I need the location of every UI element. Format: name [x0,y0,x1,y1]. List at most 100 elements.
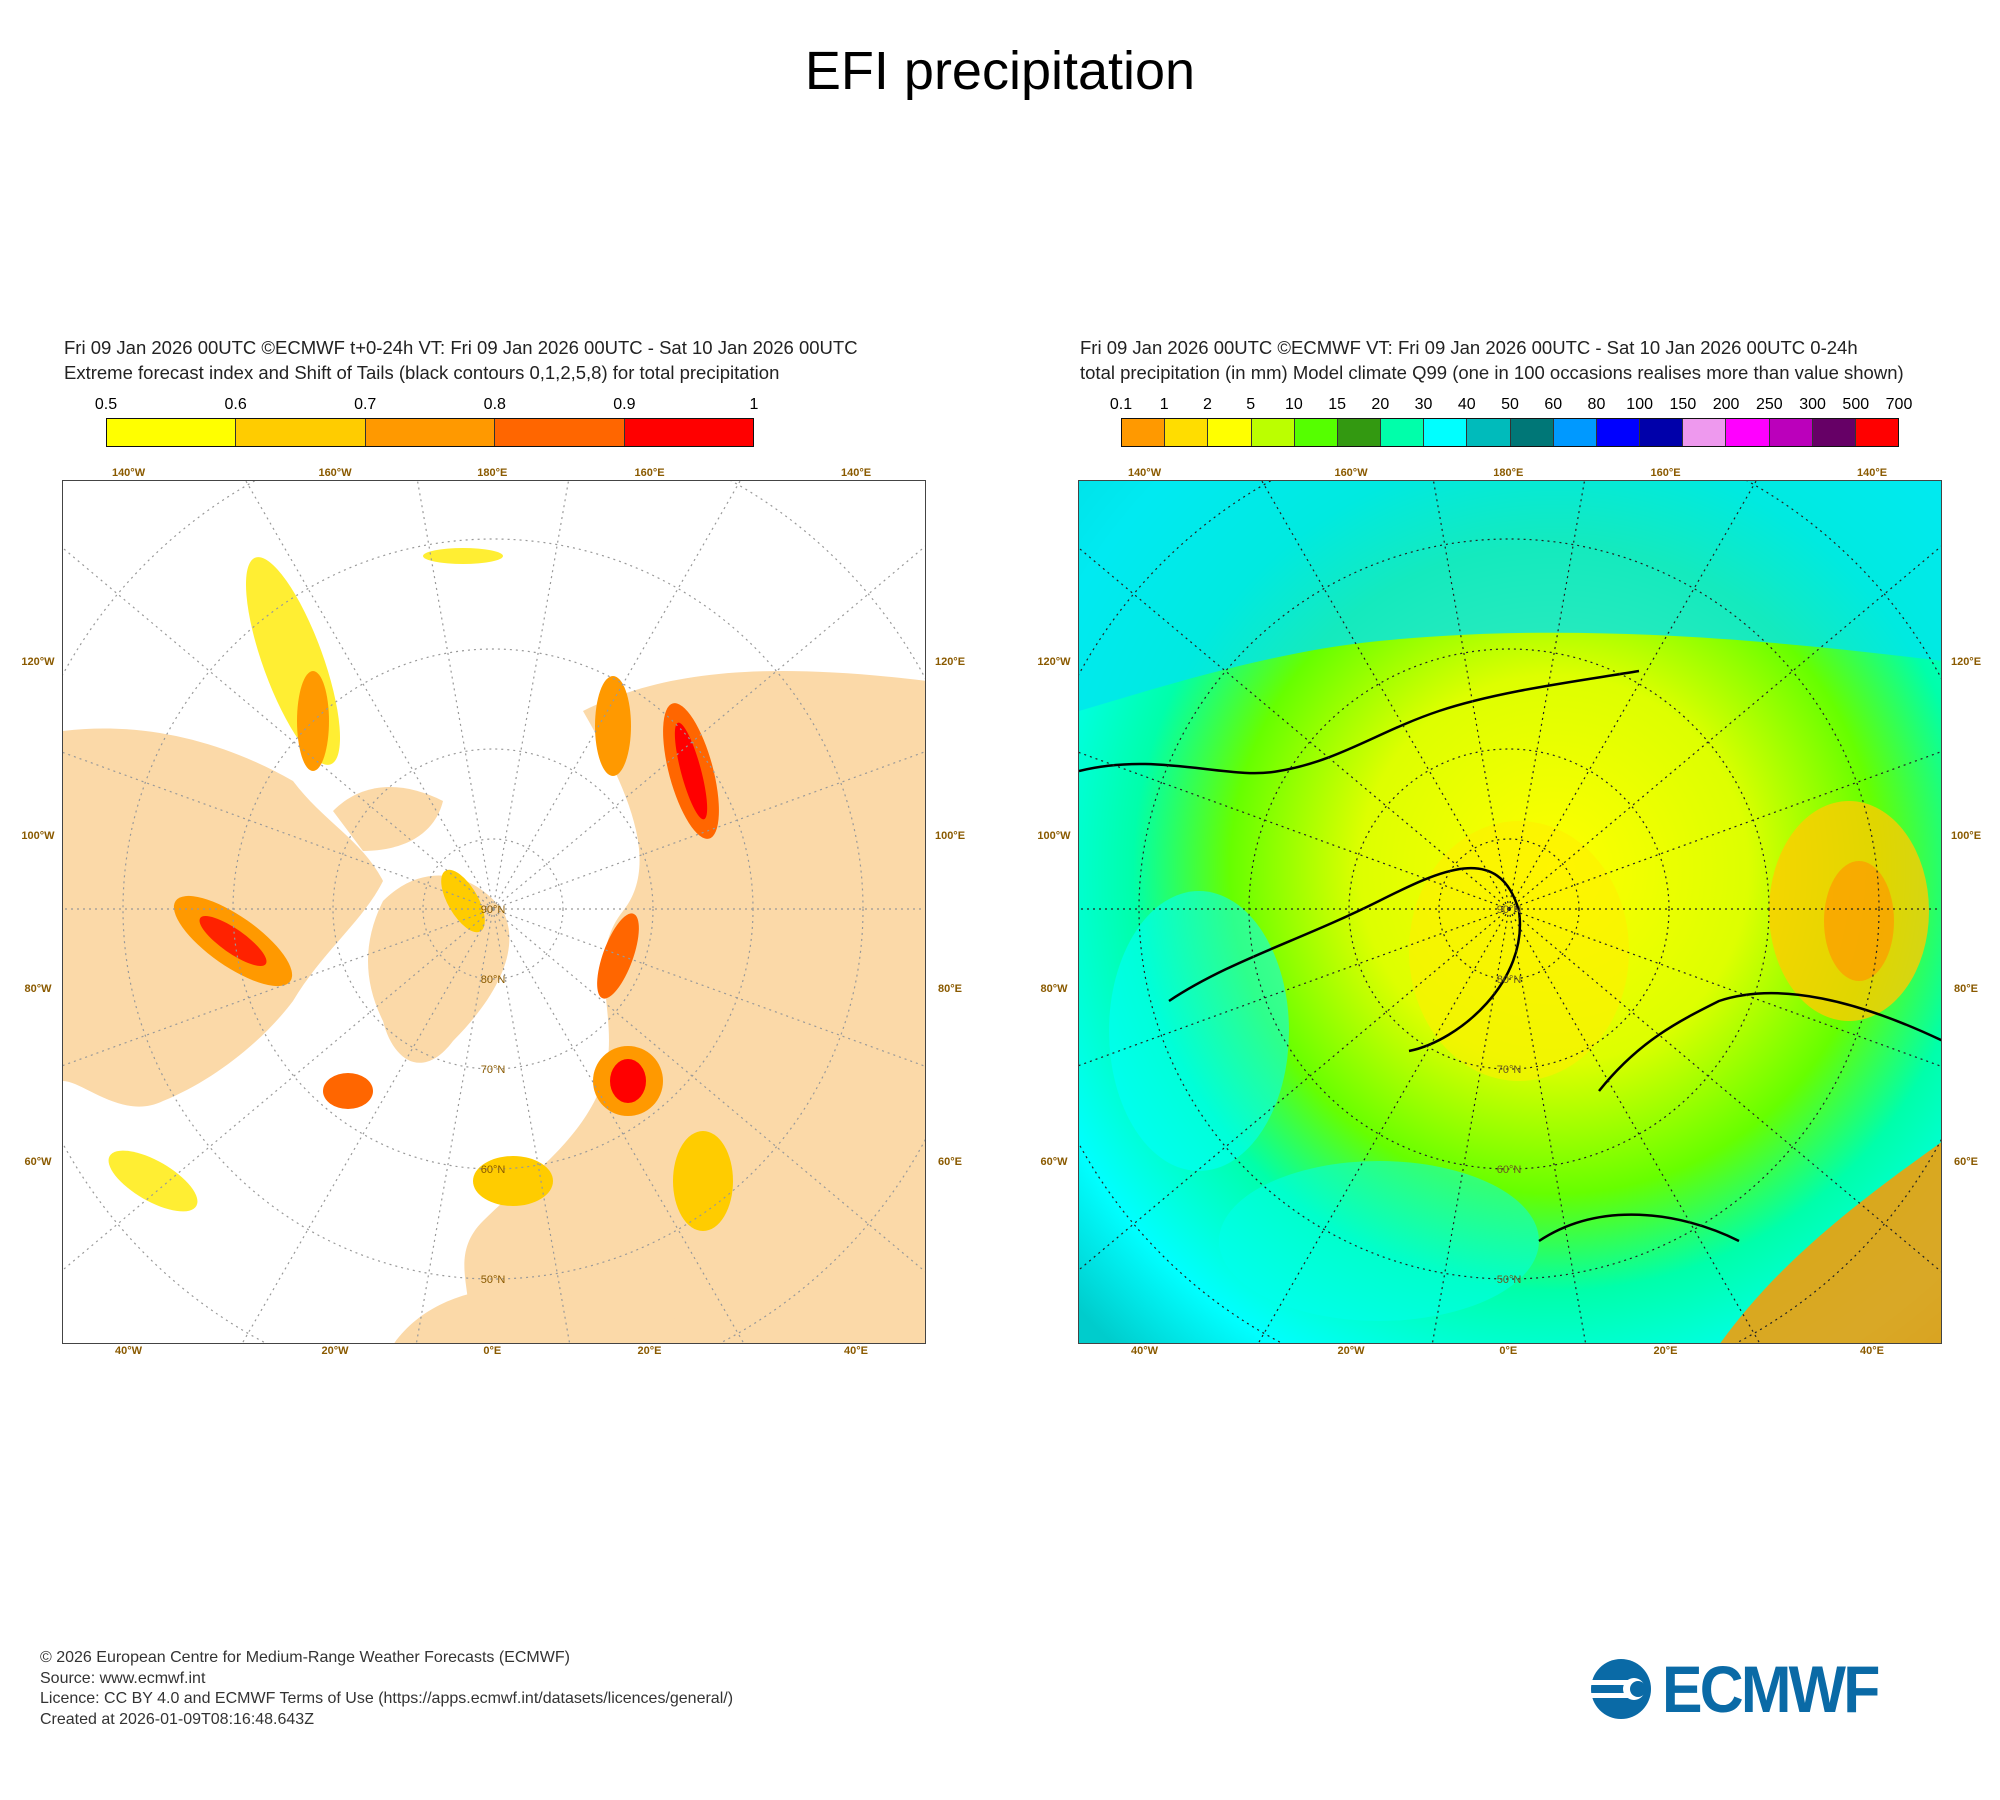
footer-licence: Licence: CC BY 4.0 and ECMWF Terms of Us… [40,1690,734,1707]
colorbar-label: 700 [1885,396,1913,413]
colorbar-swatch [1769,419,1813,446]
axis-label: 180°E [1493,467,1524,479]
colorbar-label: 0.9 [613,396,636,413]
colorbar-swatch [624,419,754,446]
axis-label: 0°E [1499,1345,1518,1357]
colorbar-label: 2 [1202,396,1212,413]
meridian-line [492,481,741,910]
colorbar-label: 150 [1669,396,1697,413]
colorbar-swatch [1122,419,1166,446]
axis-label: 160°E [1650,467,1681,479]
footer-copyright: © 2026 European Centre for Medium-Range … [40,1649,570,1666]
colorbar-label: 20 [1371,396,1390,413]
axis-label: 40°E [844,1345,869,1357]
axis-label: 140°E [1856,467,1888,479]
efi-map-canvas: 90°N80°N70°N60°N50°N40°N30°N [63,481,925,1343]
colorbar-label: 0.8 [483,396,506,413]
colorbar-label: 80 [1587,396,1606,413]
colorbar-swatch [1381,419,1425,446]
meridian-line [415,908,494,1343]
axis-label: 100°W [1037,829,1071,842]
meridian-line [1508,908,1761,1343]
q99-map[interactable]: 90°N80°N70°N60°N50°N40°N30°N [1078,480,1942,1344]
colorbar-label: 250 [1755,396,1783,413]
axis-label: 40°E [1860,1345,1885,1357]
latitude-circle [332,748,654,1070]
colorbar-swatch [1251,419,1295,446]
efi-colorbar [106,418,754,447]
q99-colorbar [1121,418,1899,447]
latitude-circle [1348,748,1670,1070]
efi-map[interactable]: 90°N80°N70°N60°N50°N40°N30°N [62,480,926,1344]
meridian-line [63,908,494,1067]
efi-header: Fri 09 Jan 2026 00UTC ©ECMWF t+0-24h VT:… [64,335,858,385]
meridian-line [492,908,925,1273]
meridian-line [1508,908,1941,1067]
meridian-line [492,908,745,1343]
meridian-line [63,751,494,910]
axis-label: 160°E [634,467,665,479]
efi-header-line1: Fri 09 Jan 2026 00UTC ©ECMWF t+0-24h VT:… [64,337,858,358]
colorbar-label: 15 [1328,396,1347,413]
colorbar-swatch [495,419,625,446]
colorbar-swatch [1294,419,1338,446]
axis-label: 100°W [21,829,55,842]
q99-header-line2: total precipitation (in mm) Model climat… [1080,362,1904,383]
axis-label: 20°W [321,1345,349,1357]
q99-header: Fri 09 Jan 2026 00UTC ©ECMWF VT: Fri 09 … [1080,335,1904,385]
meridian-line [1432,481,1510,910]
axis-label: 120°W [1037,656,1071,669]
axis-label: 20°E [1653,1345,1678,1357]
axis-label: 0°E [483,1345,502,1357]
latitude-label: 90°N [481,904,506,916]
latitude-circle [422,838,564,980]
footer: © 2026 European Centre for Medium-Range … [40,1648,733,1730]
ocean-pacific-band [1079,481,1941,711]
axis-label: 120°E [934,656,966,669]
latitude-circle [1438,838,1580,980]
axis-label: 40°W [1131,1345,1159,1357]
colorbar-label: 500 [1842,396,1870,413]
footer-source: Source: www.ecmwf.int [40,1669,206,1687]
latitude-label: 60°N [1497,1164,1522,1176]
axis-label: 160°W [1334,467,1368,479]
colorbar-swatch [1510,419,1554,446]
axis-label: 60°W [24,1155,52,1168]
latitude-label: 60°N [481,1164,506,1176]
ecmwf-logo: ECMWF [1590,1652,1960,1726]
axis-label: 120°E [1950,656,1982,669]
colorbar-swatch [1553,419,1597,446]
latitude-circle [1138,538,1880,1280]
latitude-label: 80°N [1497,974,1522,986]
colorbar-label: 300 [1799,396,1826,413]
meridian-line [492,751,925,910]
meridian-line [492,908,925,1067]
meridian-line [1508,481,1757,910]
colorbar-label: 60 [1544,396,1563,413]
colorbar-label: 0.7 [354,396,377,413]
meridian-line [1261,481,1510,910]
axis-label: 80°W [1040,982,1068,995]
axis-label: 160°W [318,467,352,479]
axis-label: 80°E [938,982,962,995]
efi-header-line2: Extreme forecast index and Shift of Tail… [64,362,780,383]
axis-label: 100°E [1950,829,1982,842]
meridian-line [1508,481,1586,910]
colorbar-swatch [1208,419,1252,446]
colorbar-label: 200 [1712,396,1740,413]
colorbar-swatch [1812,419,1856,446]
axis-label: 20°E [637,1345,662,1357]
axis-label: 20°W [1337,1345,1365,1357]
coastlines [1079,669,1941,1243]
axis-label: 40°W [115,1345,143,1357]
axis-label: 100°E [934,829,966,842]
axis-label: 60°W [1040,1155,1068,1168]
colorbar-swatch [1596,419,1641,446]
axis-label: 180°E [477,467,508,479]
axis-label: 140°E [840,467,872,479]
meridian-line [1431,908,1510,1343]
colorbar-label: 50 [1501,396,1519,413]
colorbar-label: 0.6 [224,396,247,413]
q99-colorbar-labels: 0.1 1 2 5 10 15 20 30 40 50 60 80 100 150 200 250 300 500… [1110,396,1912,416]
land-eurasia [463,671,925,1343]
